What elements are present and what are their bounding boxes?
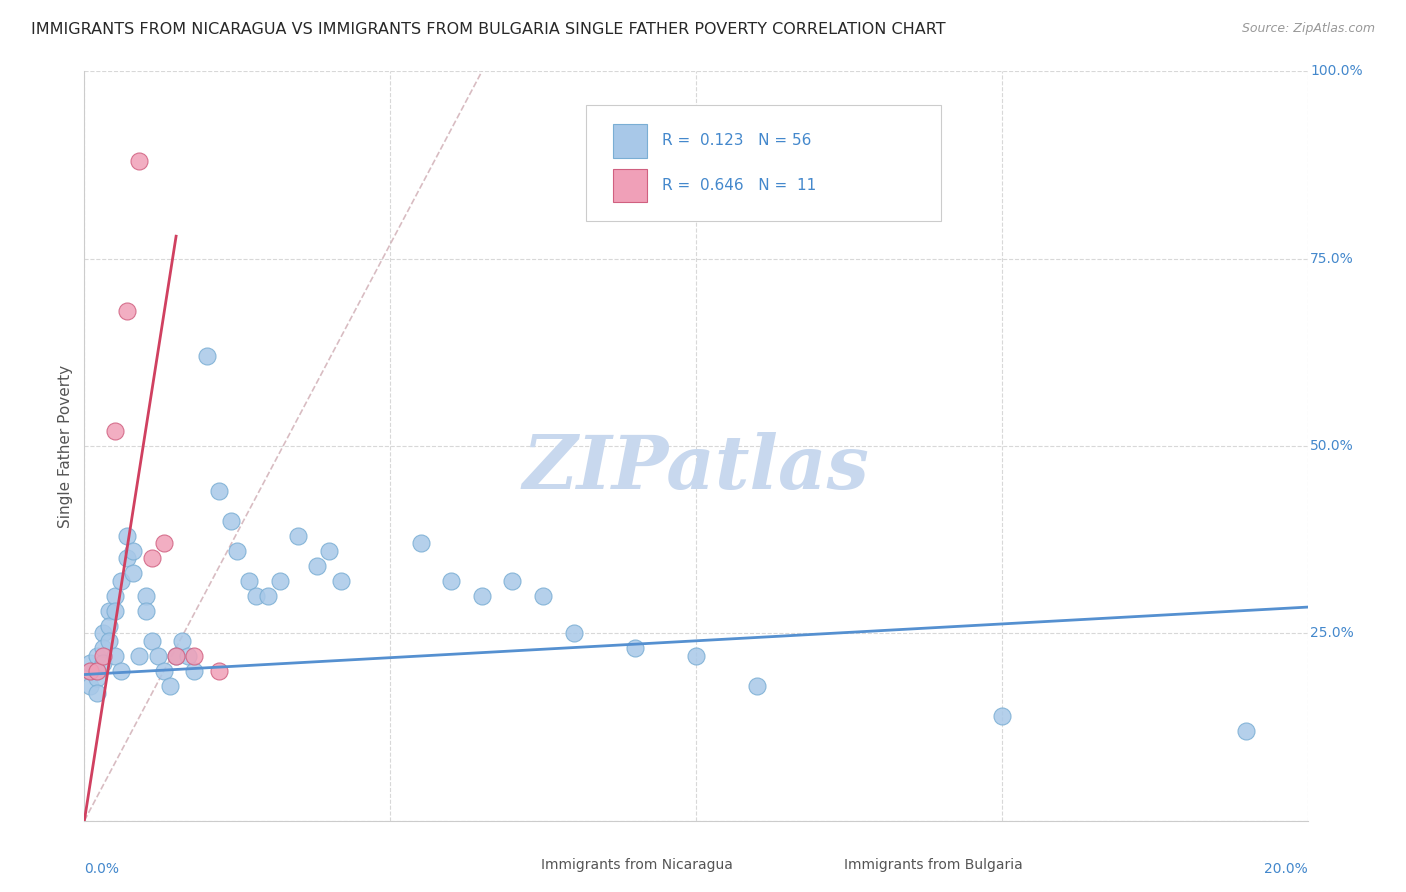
FancyBboxPatch shape (613, 169, 647, 202)
Point (115, 529, 138, 543)
Point (79, 664, 101, 678)
Text: ZIPatlas: ZIPatlas (523, 433, 869, 505)
Point (141, 551, 163, 566)
Point (128, 154, 150, 169)
Point (562, 626, 585, 640)
Point (471, 589, 494, 603)
Point (104, 604, 127, 618)
Point (97, 619, 120, 633)
Y-axis label: Single Father Poverty: Single Father Poverty (58, 365, 73, 527)
Point (257, 589, 280, 603)
Point (685, 648, 707, 663)
Point (135, 604, 157, 618)
Point (440, 574, 463, 588)
Point (91, 648, 114, 663)
Text: R =  0.646   N =  11: R = 0.646 N = 11 (662, 178, 815, 193)
Point (110, 574, 132, 588)
Point (183, 648, 205, 663)
Point (208, 483, 231, 498)
Point (122, 566, 145, 581)
FancyBboxPatch shape (586, 105, 941, 221)
Text: Immigrants from Bulgaria: Immigrants from Bulgaria (844, 858, 1022, 872)
Point (219, 514, 242, 528)
Point (104, 424, 127, 438)
Point (153, 664, 176, 678)
Point (86, 664, 108, 678)
Point (531, 589, 554, 603)
Point (86, 648, 108, 663)
Text: Immigrants from Nicaragua: Immigrants from Nicaragua (541, 858, 733, 872)
Point (747, 679, 769, 693)
Text: 25.0%: 25.0% (1310, 626, 1354, 640)
Point (141, 633, 163, 648)
Point (86, 686, 108, 700)
Point (409, 536, 432, 550)
Text: IMMIGRANTS FROM NICARAGUA VS IMMIGRANTS FROM BULGARIA SINGLE FATHER POVERTY CORR: IMMIGRANTS FROM NICARAGUA VS IMMIGRANTS … (31, 22, 946, 37)
Point (245, 589, 267, 603)
Point (79, 664, 101, 678)
Text: 20.0%: 20.0% (1264, 862, 1308, 876)
Point (122, 544, 145, 558)
Point (177, 648, 200, 663)
Text: 0.0%: 0.0% (84, 862, 120, 876)
Point (97, 604, 120, 618)
Point (287, 529, 309, 543)
Text: 75.0%: 75.0% (1310, 252, 1354, 266)
Point (110, 664, 132, 678)
Point (226, 544, 249, 558)
Text: R =  0.123   N = 56: R = 0.123 N = 56 (662, 133, 811, 148)
Point (104, 589, 127, 603)
Point (91, 641, 114, 656)
Point (183, 664, 205, 678)
Point (153, 536, 176, 550)
Point (1236, 723, 1258, 738)
FancyBboxPatch shape (492, 846, 531, 883)
Point (238, 574, 260, 588)
Point (172, 633, 194, 648)
Point (86, 671, 108, 685)
Point (79, 657, 101, 671)
Point (991, 708, 1014, 723)
Point (165, 648, 187, 663)
Point (86, 664, 108, 678)
Point (91, 657, 114, 671)
Point (115, 304, 138, 318)
Point (318, 544, 340, 558)
Point (104, 648, 127, 663)
Text: 50.0%: 50.0% (1310, 439, 1354, 453)
Point (128, 648, 150, 663)
FancyBboxPatch shape (613, 124, 647, 158)
Point (146, 648, 169, 663)
Point (97, 633, 120, 648)
Point (502, 574, 524, 588)
Point (624, 641, 647, 656)
Point (330, 574, 353, 588)
Point (269, 574, 291, 588)
Text: 100.0%: 100.0% (1310, 64, 1362, 78)
FancyBboxPatch shape (794, 846, 834, 883)
Point (159, 679, 181, 693)
Point (115, 551, 138, 566)
Point (165, 648, 187, 663)
Point (135, 589, 157, 603)
Point (305, 558, 328, 573)
Point (91, 626, 114, 640)
Point (208, 664, 231, 678)
Point (79, 679, 101, 693)
Text: Source: ZipAtlas.com: Source: ZipAtlas.com (1241, 22, 1375, 36)
Point (195, 349, 218, 363)
